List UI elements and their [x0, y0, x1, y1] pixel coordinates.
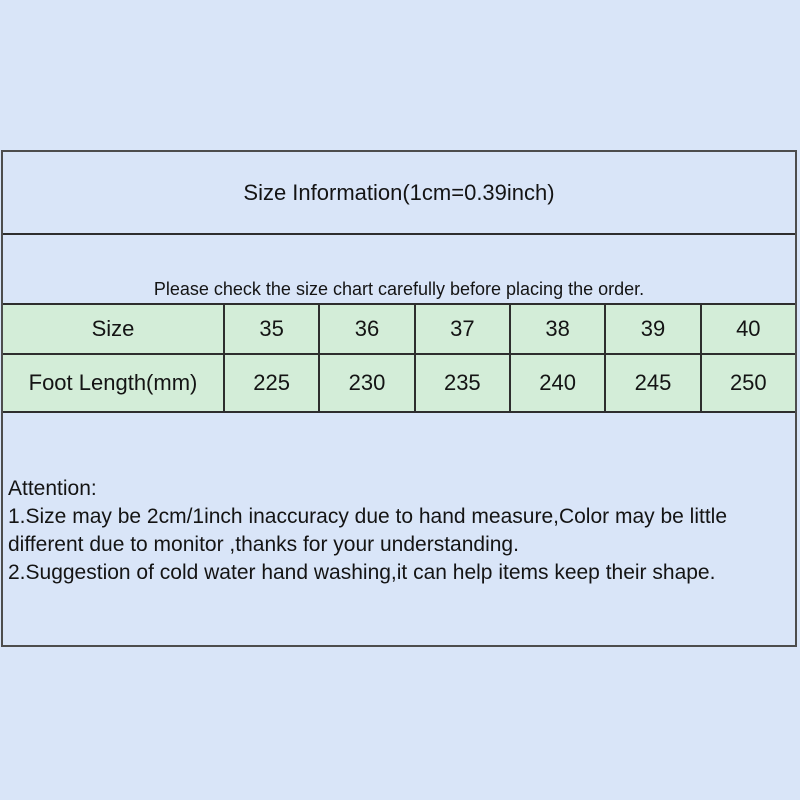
- size-chart-notice: Please check the size chart carefully be…: [153, 279, 645, 299]
- attention-line: 1.Size may be 2cm/1inch inaccuracy due t…: [8, 505, 728, 528]
- size-value-cell: 35: [223, 305, 318, 353]
- foot-length-value-cell: 235: [413, 355, 509, 411]
- attention-line: different due to monitor ,thanks for you…: [8, 533, 519, 556]
- foot-length-value-cell: 240: [508, 355, 604, 411]
- size-value-cell: 38: [508, 305, 604, 353]
- size-value-cell: 40: [699, 305, 795, 353]
- attention-heading: Attention:: [8, 477, 97, 500]
- foot-length-value-cell: 230: [318, 355, 413, 411]
- size-value-cell: 36: [318, 305, 413, 353]
- size-chart-table: Size Information(1cm=0.39inch) Please ch…: [1, 150, 797, 647]
- size-chart-notice-row: Please check the size chart carefully be…: [3, 233, 795, 303]
- size-value-cell: 39: [604, 305, 699, 353]
- size-value-cell: 37: [413, 305, 509, 353]
- attention-block: Attention: 1.Size may be 2cm/1inch inacc…: [3, 411, 795, 645]
- size-row: Size 35 36 37 38 39 40: [3, 303, 795, 353]
- size-row-label: Size: [91, 316, 135, 341]
- foot-length-value-cell: 250: [699, 355, 795, 411]
- foot-length-row-label: Foot Length(mm): [28, 370, 198, 395]
- foot-length-value-cell: 245: [604, 355, 699, 411]
- foot-length-value-cell: 225: [223, 355, 318, 411]
- size-chart-title-row: Size Information(1cm=0.39inch): [3, 152, 795, 233]
- foot-length-row: Foot Length(mm) 225 230 235 240 245 250: [3, 353, 795, 411]
- attention-line: 2.Suggestion of cold water hand washing,…: [8, 561, 716, 584]
- size-chart-title: Size Information(1cm=0.39inch): [243, 179, 555, 205]
